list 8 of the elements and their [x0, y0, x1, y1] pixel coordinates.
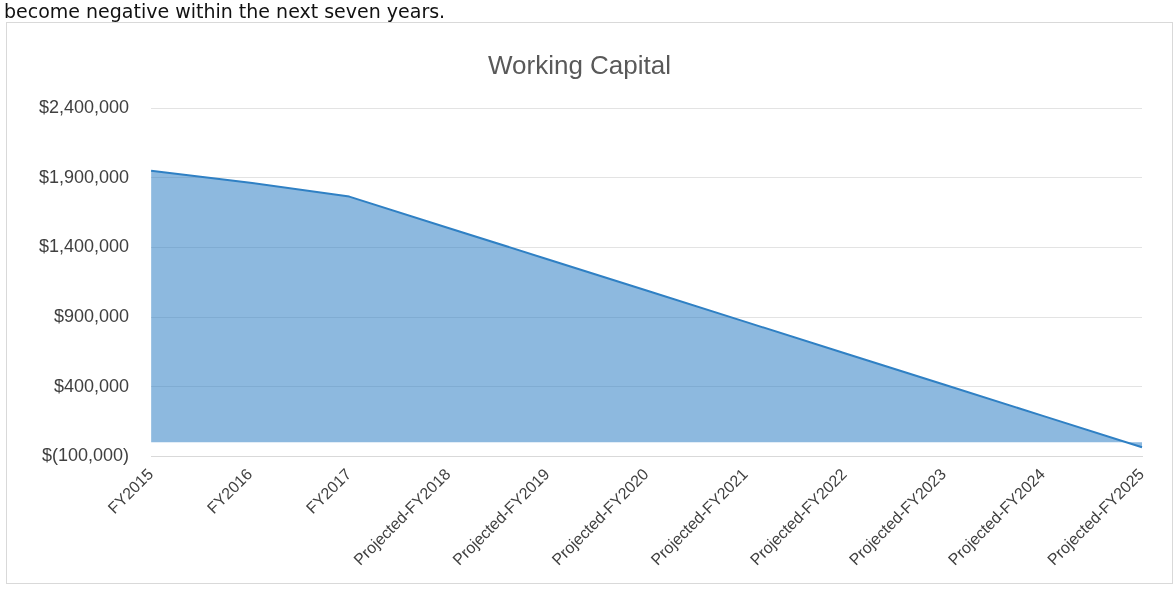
- chart-title: Working Capital: [487, 49, 672, 80]
- y-tick-label: $1,400,000: [38, 236, 130, 257]
- y-tick-label: $900,000: [54, 305, 130, 326]
- y-tick-label: $1,900,000: [38, 166, 130, 187]
- y-tick-label: $2,400,000: [38, 97, 130, 118]
- y-tick-label: $400,000: [54, 375, 130, 396]
- text: become negative within the next seven years.: [4, 0, 446, 22]
- y-tick-label: $(100,000): [42, 445, 130, 466]
